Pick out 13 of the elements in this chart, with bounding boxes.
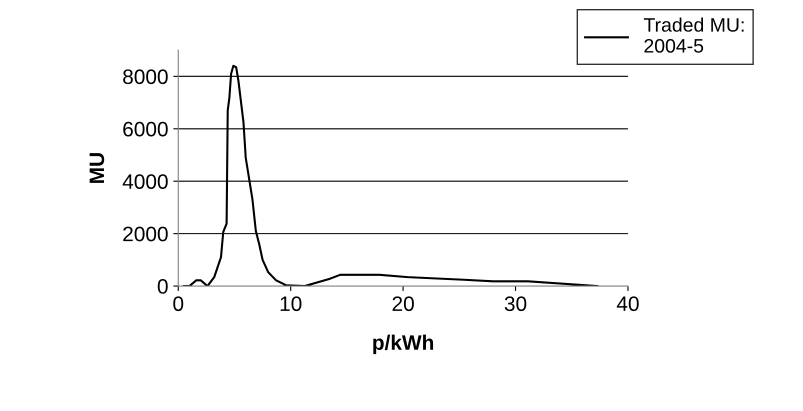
y-tick-label: 2000 [123, 226, 168, 242]
y-tick-label: 6000 [123, 122, 168, 137]
y-axis-title: MU [90, 153, 104, 183]
y-tick-label: 4000 [122, 174, 168, 189]
x-tick-label: 40 [616, 296, 639, 312]
legend-label: Traded MU: 2004-5 [644, 18, 744, 53]
x-tick-label: 0 [173, 296, 184, 312]
x-tick-label: 30 [504, 296, 526, 312]
x-axis-title: p/kWh [373, 334, 434, 354]
x-tick-label: 20 [392, 296, 414, 312]
y-tick-label: 8000 [123, 69, 168, 84]
x-tick-label: 10 [280, 296, 302, 312]
y-tick-label: 0 [158, 279, 168, 294]
